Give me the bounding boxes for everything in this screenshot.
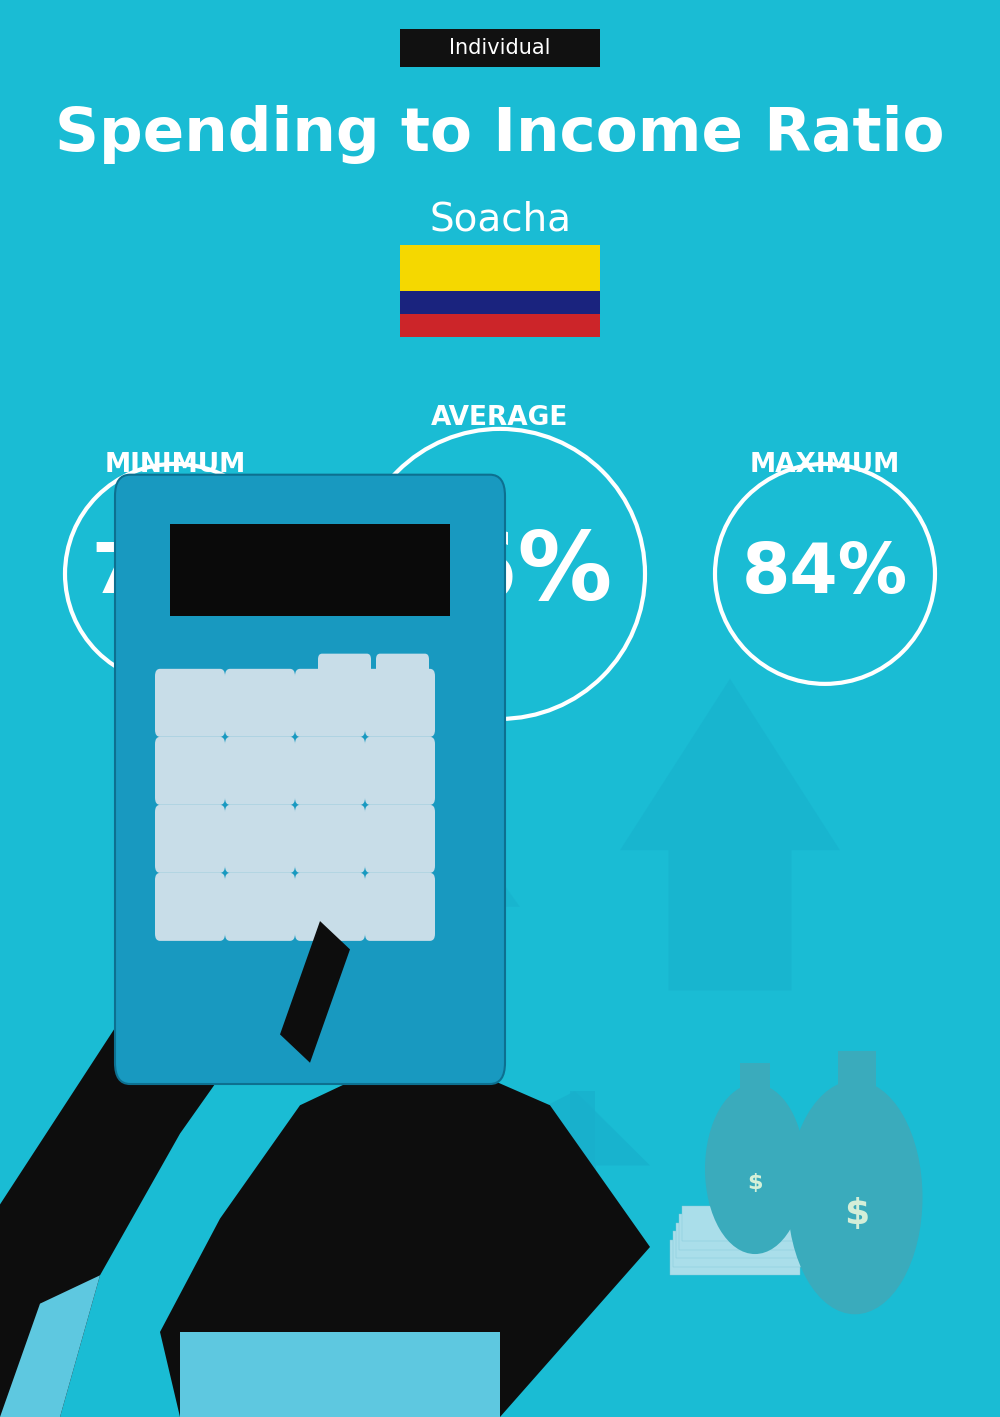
Bar <box>570 1091 595 1176</box>
FancyBboxPatch shape <box>155 669 225 737</box>
Polygon shape <box>180 1332 500 1417</box>
Bar <box>400 315 600 337</box>
Text: $: $ <box>747 1173 763 1193</box>
Text: 84%: 84% <box>742 540 908 608</box>
FancyBboxPatch shape <box>318 653 371 700</box>
Bar <box>400 290 600 315</box>
FancyBboxPatch shape <box>155 873 225 941</box>
FancyBboxPatch shape <box>295 805 365 873</box>
FancyBboxPatch shape <box>225 873 295 941</box>
Polygon shape <box>160 1049 650 1417</box>
Text: Spending to Income Ratio: Spending to Income Ratio <box>55 105 945 164</box>
Polygon shape <box>320 767 520 1022</box>
FancyBboxPatch shape <box>365 873 435 941</box>
Bar <box>676 1223 806 1258</box>
Ellipse shape <box>788 1080 922 1315</box>
FancyBboxPatch shape <box>376 653 429 700</box>
FancyBboxPatch shape <box>225 669 295 737</box>
Bar <box>673 1231 803 1267</box>
FancyBboxPatch shape <box>295 669 365 737</box>
Polygon shape <box>430 1091 650 1165</box>
Bar <box>170 524 450 616</box>
Bar <box>510 1176 550 1304</box>
FancyBboxPatch shape <box>365 737 435 805</box>
Bar <box>670 1240 800 1275</box>
FancyBboxPatch shape <box>365 669 435 737</box>
Bar <box>682 1206 812 1241</box>
FancyBboxPatch shape <box>115 475 505 1084</box>
FancyBboxPatch shape <box>295 873 365 941</box>
FancyBboxPatch shape <box>365 805 435 873</box>
Text: MINIMUM: MINIMUM <box>104 452 246 478</box>
FancyBboxPatch shape <box>400 30 600 67</box>
Bar <box>460 1165 596 1304</box>
Bar <box>740 1063 770 1098</box>
Text: 76%: 76% <box>387 529 613 619</box>
FancyBboxPatch shape <box>225 737 295 805</box>
Text: AVERAGE: AVERAGE <box>431 405 569 431</box>
FancyBboxPatch shape <box>155 737 225 805</box>
FancyBboxPatch shape <box>225 805 295 873</box>
Text: Soacha: Soacha <box>429 201 571 238</box>
Bar <box>679 1214 809 1250</box>
Text: 70%: 70% <box>92 540 258 608</box>
Text: Individual: Individual <box>449 38 551 58</box>
FancyBboxPatch shape <box>155 805 225 873</box>
Bar <box>400 245 600 292</box>
Polygon shape <box>280 921 350 1063</box>
FancyBboxPatch shape <box>295 737 365 805</box>
Text: MAXIMUM: MAXIMUM <box>750 452 900 478</box>
Ellipse shape <box>705 1084 805 1254</box>
Polygon shape <box>0 1275 100 1417</box>
Text: $: $ <box>844 1197 870 1231</box>
Polygon shape <box>620 679 840 990</box>
Bar <box>838 1051 876 1094</box>
Polygon shape <box>0 964 260 1417</box>
